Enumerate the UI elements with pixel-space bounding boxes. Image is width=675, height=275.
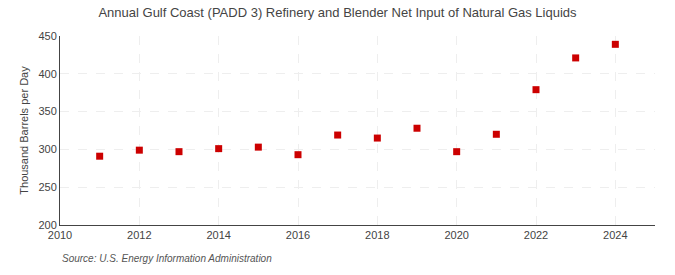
svg-text:2014: 2014 (206, 229, 230, 241)
svg-text:400: 400 (38, 68, 56, 80)
svg-text:200: 200 (38, 219, 56, 231)
svg-text:Annual Gulf Coast (PADD 3) Ref: Annual Gulf Coast (PADD 3) Refinery and … (98, 5, 577, 20)
svg-text:Thousand Barrels per Day: Thousand Barrels per Day (18, 66, 30, 195)
svg-text:2024: 2024 (603, 229, 627, 241)
svg-text:300: 300 (38, 143, 56, 155)
svg-text:350: 350 (38, 105, 56, 117)
svg-text:2016: 2016 (286, 229, 310, 241)
svg-text:2022: 2022 (524, 229, 548, 241)
svg-text:450: 450 (38, 30, 56, 42)
svg-text:Source: U.S. Energy Informatio: Source: U.S. Energy Information Administ… (62, 253, 272, 264)
svg-text:2020: 2020 (444, 229, 468, 241)
svg-text:2010: 2010 (48, 229, 72, 241)
svg-text:250: 250 (38, 181, 56, 193)
svg-text:2018: 2018 (365, 229, 389, 241)
svg-text:2012: 2012 (127, 229, 151, 241)
